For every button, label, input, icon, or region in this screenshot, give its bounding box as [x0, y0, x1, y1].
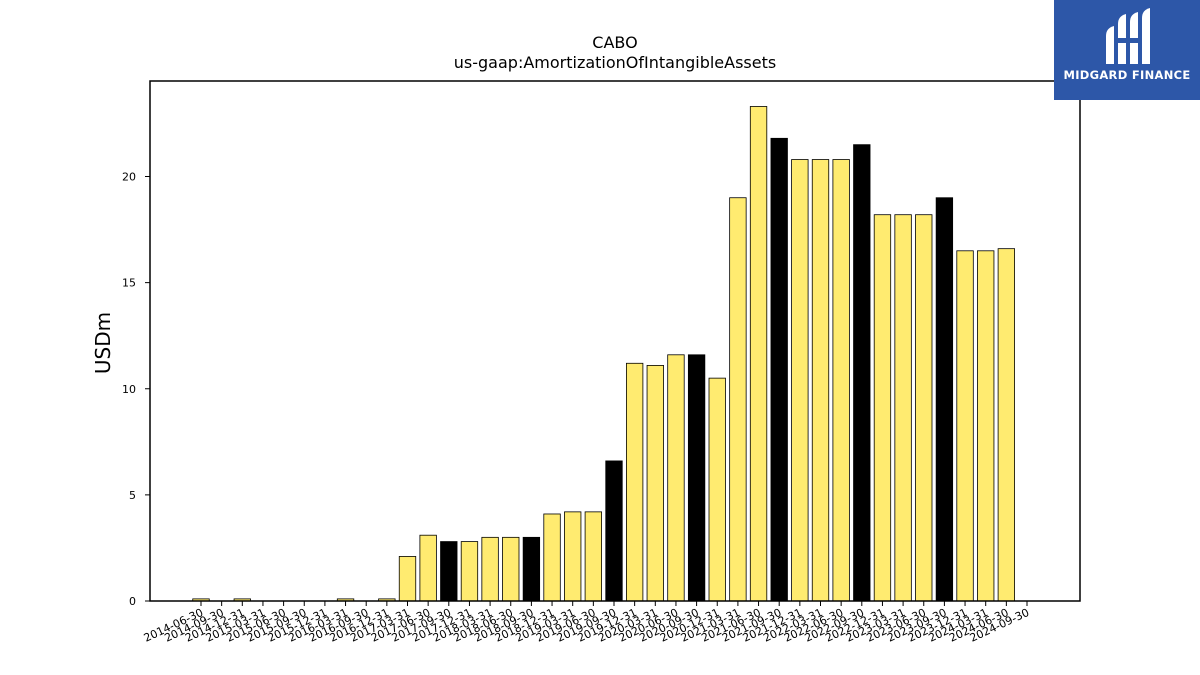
bar-2023-03-31 — [894, 214, 912, 602]
y-axis-label: USDm — [91, 312, 115, 374]
bar-2023-12-31 — [956, 250, 974, 602]
bar-2023-06-30 — [915, 214, 933, 602]
bar-2017-09-30 — [440, 541, 458, 602]
bar-2018-06-30 — [502, 536, 520, 602]
y-tick-label: 10 — [122, 383, 136, 396]
y-tick-label: 15 — [122, 277, 136, 290]
bar-2020-06-30 — [667, 354, 685, 602]
y-axis-ticks: 0 5 10 15 20 — [122, 171, 150, 608]
logo-mark-icon — [1106, 8, 1150, 64]
chart-title: CABO — [592, 33, 637, 52]
bar-2020-12-31 — [708, 377, 726, 602]
bar-2019-03-31 — [564, 511, 582, 602]
x-axis-ticks: 2014-06-302014-09-302014-12-312015-03-31… — [142, 601, 1031, 645]
bar-2021-09-30 — [770, 137, 788, 602]
bar-2018-12-31 — [543, 513, 561, 602]
chart-subtitle: us-gaap:AmortizationOfIntangibleAssets — [454, 53, 776, 72]
bars-group — [192, 106, 1015, 602]
bar-2021-06-30 — [749, 106, 768, 602]
y-tick-label: 5 — [129, 489, 136, 502]
bar-2022-12-31 — [873, 214, 892, 602]
bar-2019-09-30 — [605, 460, 623, 602]
bar-2020-09-30 — [687, 354, 706, 602]
bar-2018-03-31 — [481, 536, 499, 602]
y-tick-label: 0 — [129, 595, 136, 608]
bar-2024-03-31 — [977, 250, 995, 602]
bar-2021-03-31 — [729, 197, 747, 602]
bar-2019-06-30 — [584, 511, 602, 602]
bar-2023-09-30 — [935, 197, 954, 602]
plot-frame — [149, 80, 1081, 602]
brand-logo: MIDGARD FINANCE — [1054, 0, 1200, 100]
bar-2017-12-31 — [460, 541, 479, 602]
y-tick-label: 20 — [122, 171, 136, 184]
bar-2018-09-30 — [522, 536, 541, 602]
bar-2022-09-30 — [853, 144, 871, 602]
bar-2022-03-31 — [811, 159, 830, 602]
bar-2019-12-31 — [626, 362, 644, 602]
bar-2020-03-31 — [646, 365, 664, 602]
bar-2017-03-31 — [398, 556, 417, 602]
bar-2022-06-30 — [832, 159, 850, 602]
bar-2024-06-30 — [997, 248, 1015, 602]
brand-name: MIDGARD FINANCE — [1063, 68, 1191, 82]
bar-2017-06-30 — [419, 534, 437, 602]
bar-2021-12-31 — [791, 159, 809, 602]
